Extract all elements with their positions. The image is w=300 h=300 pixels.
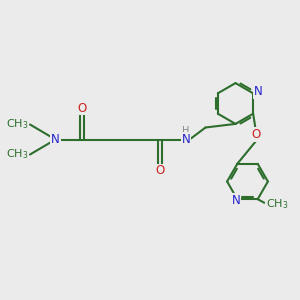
Text: H: H bbox=[182, 126, 190, 136]
Text: O: O bbox=[251, 128, 261, 141]
Text: N: N bbox=[231, 194, 240, 207]
Text: O: O bbox=[77, 101, 86, 115]
Text: N: N bbox=[51, 133, 60, 146]
Text: N: N bbox=[254, 85, 263, 98]
Text: O: O bbox=[155, 164, 164, 178]
Text: CH$_3$: CH$_3$ bbox=[6, 148, 28, 161]
Text: CH$_3$: CH$_3$ bbox=[6, 118, 28, 131]
Text: CH$_3$: CH$_3$ bbox=[266, 197, 289, 211]
Text: N: N bbox=[182, 133, 190, 146]
